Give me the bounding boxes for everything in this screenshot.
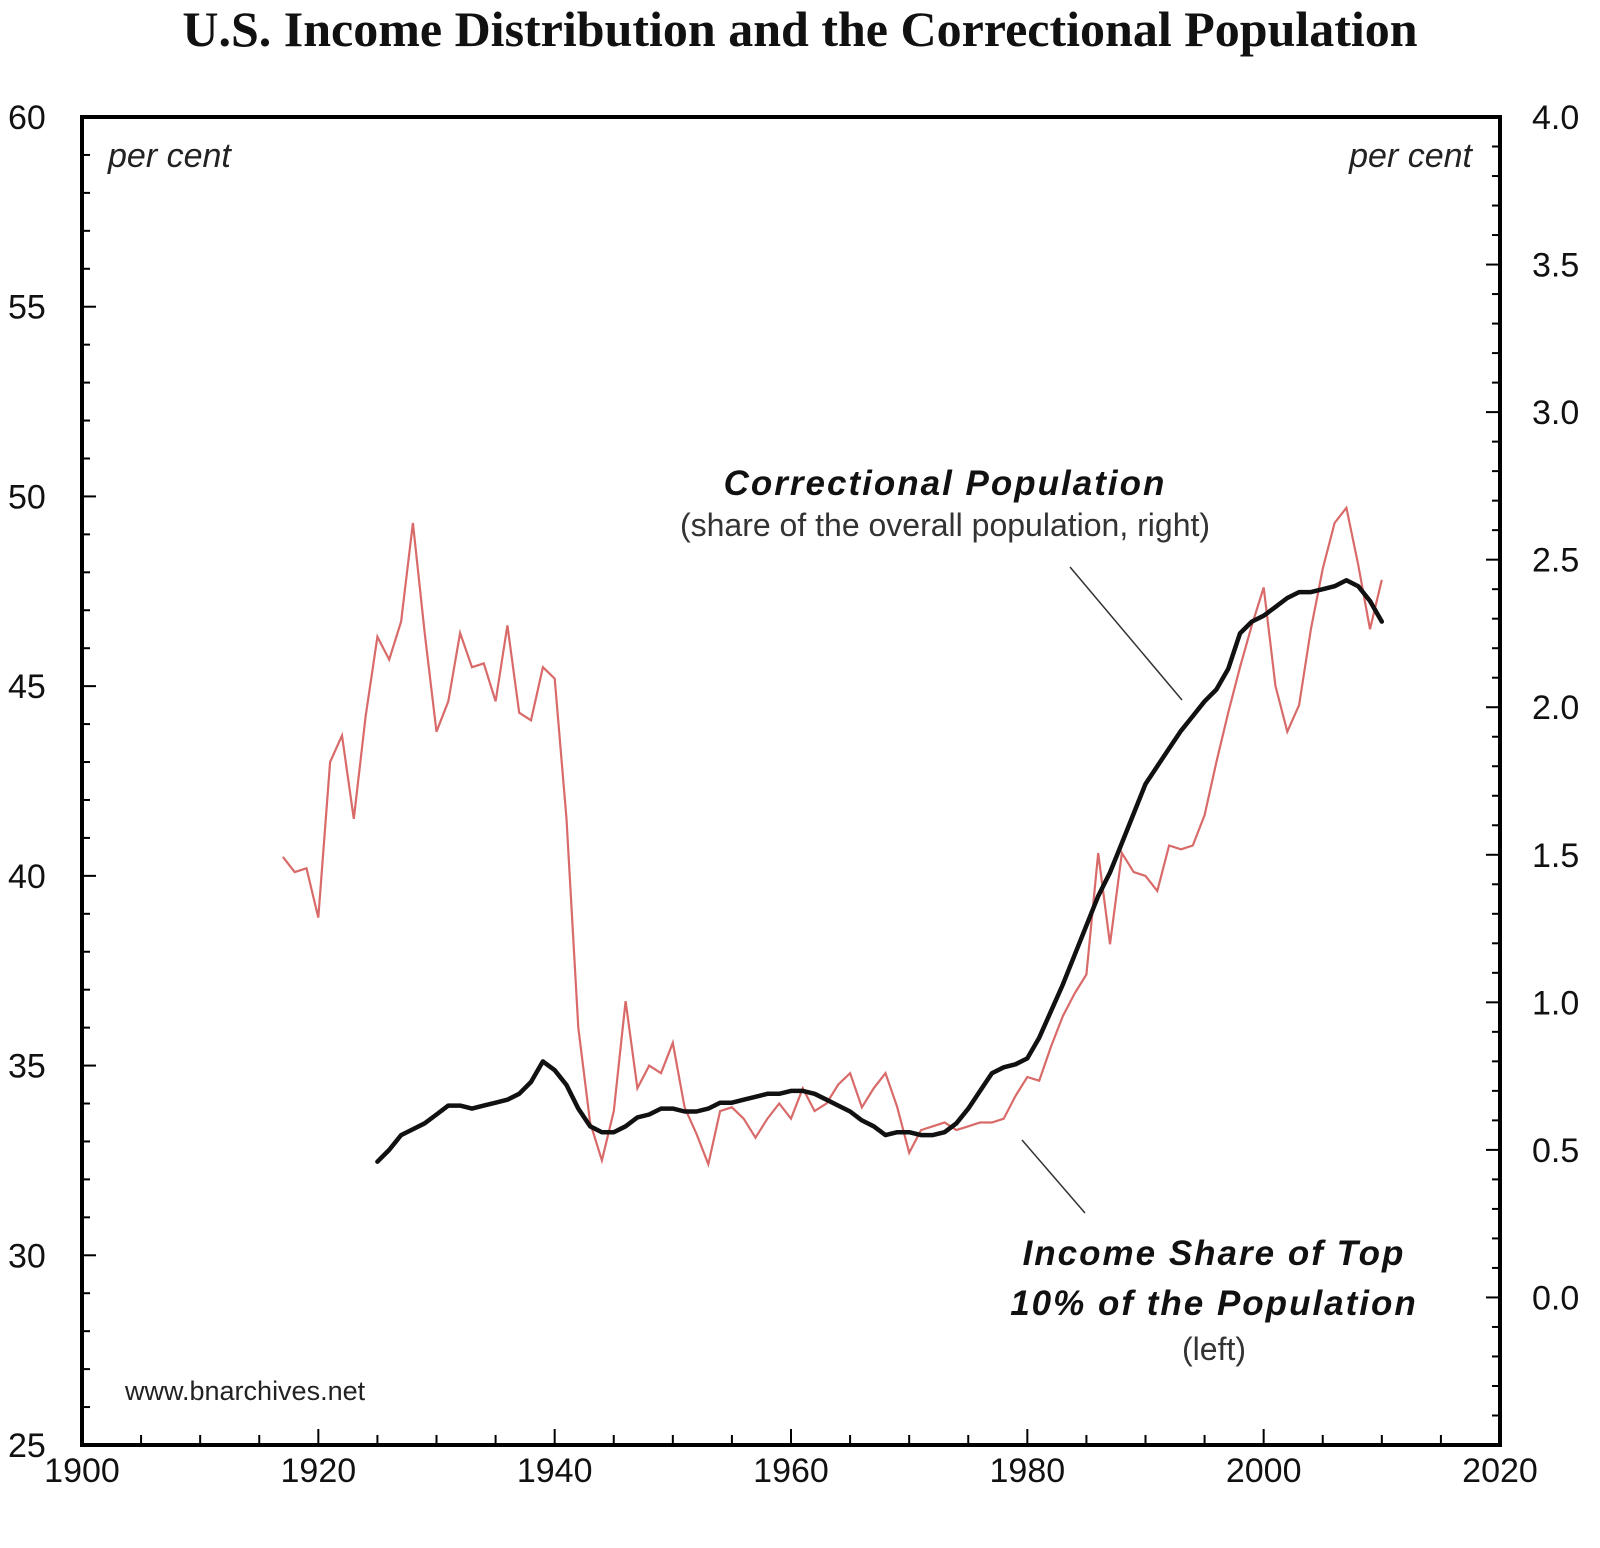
y-right-tick-label: 3.5 (1532, 247, 1579, 285)
y-right-tick-label: 1.5 (1532, 837, 1579, 875)
y-left-tick-label: 50 (8, 478, 46, 516)
y-left-tick-label: 55 (8, 289, 46, 327)
y-left-tick-label: 60 (8, 99, 46, 137)
x-tick-label: 1900 (44, 1452, 120, 1490)
right-axis-unit-label: per cent (1348, 137, 1473, 175)
income-annotation-title-line2: 10% of the Population (1010, 1284, 1418, 1323)
left-axis-unit-label: per cent (107, 137, 232, 175)
y-right-tick-label: 1.0 (1532, 984, 1579, 1022)
y-left-tick-label: 30 (8, 1237, 46, 1275)
income-annotation-subtitle: (left) (1182, 1331, 1246, 1367)
axis-ticks (81, 116, 1501, 1446)
x-tick-label: 1960 (753, 1452, 829, 1490)
y-left-tick-label: 45 (8, 668, 46, 706)
correctional-annotation-subtitle: (share of the overall population, right) (680, 507, 1210, 543)
plot-frame (80, 115, 1502, 1447)
source-credit: www.bnarchives.net (124, 1376, 366, 1406)
y-right-tick-label: 2.0 (1532, 689, 1579, 727)
y-right-tick-label: 2.5 (1532, 542, 1579, 580)
y-left-tick-label: 40 (8, 858, 46, 896)
income-annotation-title-line1: Income Share of Top (1023, 1234, 1406, 1273)
y-right-tick-label: 4.0 (1532, 99, 1579, 137)
y-left-tick-label: 25 (8, 1427, 46, 1465)
axis-tick-labels: 1900 1920 1940 1960 1980 2000 2020 25 30 35 40 45 50… (8, 99, 1579, 1490)
series-income-share-line (282, 505, 1383, 1168)
chart-title: U.S. Income Distribution and the Correct… (182, 1, 1418, 57)
y-right-tick-label: 3.0 (1532, 394, 1579, 432)
x-tick-label: 1920 (281, 1452, 357, 1490)
y-left-tick-label: 35 (8, 1048, 46, 1086)
y-right-tick-label: 0.0 (1532, 1279, 1579, 1317)
series-correctional-line (375, 578, 1385, 1164)
correctional-annotation-title: Correctional Population (724, 464, 1167, 503)
y-right-tick-label: 0.5 (1532, 1132, 1579, 1170)
correctional-leader-line (1069, 566, 1183, 701)
x-tick-label: 2020 (1462, 1452, 1538, 1490)
x-tick-label: 2000 (1226, 1452, 1302, 1490)
x-tick-label: 1980 (990, 1452, 1066, 1490)
income-leader-line (1021, 1139, 1086, 1214)
x-tick-label: 1940 (517, 1452, 593, 1490)
